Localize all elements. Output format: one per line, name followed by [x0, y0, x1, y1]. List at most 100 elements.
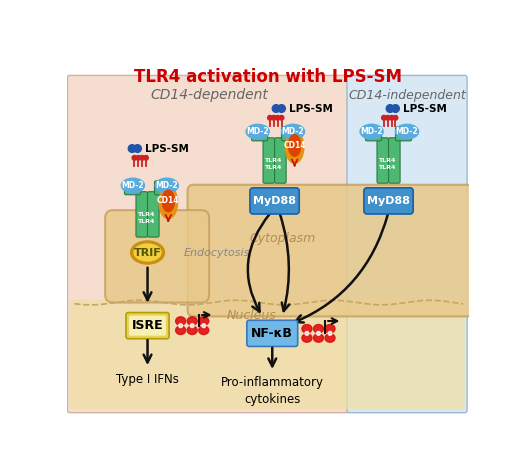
Circle shape	[268, 116, 272, 120]
Circle shape	[134, 145, 141, 153]
FancyBboxPatch shape	[124, 181, 141, 195]
Circle shape	[132, 155, 137, 160]
Ellipse shape	[395, 124, 418, 139]
Ellipse shape	[176, 326, 186, 335]
Circle shape	[179, 324, 183, 328]
FancyBboxPatch shape	[366, 127, 382, 141]
Text: TRIF: TRIF	[134, 248, 162, 257]
Circle shape	[328, 331, 332, 335]
Text: LPS-SM: LPS-SM	[289, 104, 333, 114]
Circle shape	[202, 324, 206, 328]
Circle shape	[140, 155, 144, 160]
Text: MyD88: MyD88	[253, 196, 296, 206]
Text: Pro-inflammatory
cytokines: Pro-inflammatory cytokines	[221, 376, 324, 407]
Ellipse shape	[286, 131, 304, 163]
FancyBboxPatch shape	[263, 138, 275, 183]
Ellipse shape	[313, 334, 324, 342]
Text: MyD88: MyD88	[367, 196, 410, 206]
FancyBboxPatch shape	[377, 138, 389, 183]
Text: MD-2: MD-2	[121, 181, 144, 190]
Text: LPS-SM: LPS-SM	[145, 144, 189, 154]
Circle shape	[389, 116, 394, 120]
Circle shape	[271, 116, 276, 120]
Text: MD-2: MD-2	[246, 127, 269, 136]
Ellipse shape	[134, 244, 161, 261]
Text: CD14-dependent: CD14-dependent	[150, 88, 268, 102]
Ellipse shape	[325, 334, 335, 342]
Circle shape	[316, 331, 321, 335]
Ellipse shape	[281, 124, 304, 139]
Text: Type I IFNs: Type I IFNs	[116, 373, 179, 387]
Text: TLR4: TLR4	[264, 165, 282, 170]
FancyBboxPatch shape	[247, 320, 298, 346]
Circle shape	[190, 324, 194, 328]
Ellipse shape	[289, 135, 301, 156]
Circle shape	[386, 105, 394, 112]
Text: TLR4: TLR4	[138, 219, 155, 224]
FancyBboxPatch shape	[389, 138, 400, 183]
Circle shape	[305, 331, 309, 335]
Ellipse shape	[121, 178, 144, 193]
Ellipse shape	[155, 178, 178, 193]
Circle shape	[278, 105, 286, 112]
Ellipse shape	[187, 326, 197, 335]
FancyBboxPatch shape	[70, 300, 465, 410]
Circle shape	[275, 116, 280, 120]
Text: NF-κB: NF-κB	[252, 327, 293, 340]
Text: TLR4: TLR4	[264, 158, 282, 162]
FancyBboxPatch shape	[188, 185, 473, 316]
Text: CD14: CD14	[157, 197, 179, 205]
Circle shape	[385, 116, 390, 120]
Text: CD14-independent: CD14-independent	[348, 88, 466, 102]
FancyBboxPatch shape	[129, 315, 166, 336]
Ellipse shape	[199, 326, 209, 335]
Text: CD14: CD14	[283, 141, 306, 150]
FancyBboxPatch shape	[250, 188, 299, 214]
Circle shape	[136, 155, 141, 160]
Ellipse shape	[176, 317, 186, 325]
Ellipse shape	[325, 324, 335, 333]
FancyBboxPatch shape	[395, 127, 412, 141]
FancyBboxPatch shape	[136, 192, 147, 237]
FancyBboxPatch shape	[281, 127, 298, 141]
Ellipse shape	[313, 324, 324, 333]
Text: ISRE: ISRE	[132, 319, 163, 332]
FancyBboxPatch shape	[364, 188, 413, 214]
Circle shape	[392, 105, 400, 112]
FancyBboxPatch shape	[252, 127, 268, 141]
Text: MD-2: MD-2	[396, 127, 418, 136]
Text: TLR4 activation with LPS-SM: TLR4 activation with LPS-SM	[134, 68, 402, 87]
Text: TLR4: TLR4	[138, 212, 155, 217]
Text: MD-2: MD-2	[155, 181, 178, 190]
Circle shape	[393, 116, 398, 120]
Text: TLR4: TLR4	[378, 158, 396, 162]
Text: Cytoplasm: Cytoplasm	[249, 232, 315, 245]
FancyBboxPatch shape	[105, 210, 209, 302]
Text: MD-2: MD-2	[282, 127, 304, 136]
Text: Endocytosis: Endocytosis	[184, 248, 250, 257]
Ellipse shape	[302, 324, 312, 333]
Ellipse shape	[246, 124, 269, 139]
Text: TLR4: TLR4	[378, 165, 396, 170]
Ellipse shape	[199, 317, 209, 325]
FancyBboxPatch shape	[154, 181, 170, 195]
Circle shape	[272, 105, 280, 112]
Text: Nucleus: Nucleus	[226, 309, 276, 322]
Circle shape	[382, 116, 386, 120]
Ellipse shape	[360, 124, 383, 139]
Circle shape	[279, 116, 284, 120]
Ellipse shape	[159, 186, 178, 219]
Circle shape	[128, 145, 136, 153]
Ellipse shape	[302, 334, 312, 342]
Ellipse shape	[187, 317, 197, 325]
FancyBboxPatch shape	[275, 138, 286, 183]
FancyBboxPatch shape	[126, 313, 169, 339]
FancyBboxPatch shape	[147, 192, 159, 237]
Text: MD-2: MD-2	[360, 127, 383, 136]
Text: LPS-SM: LPS-SM	[403, 104, 447, 114]
Circle shape	[144, 155, 149, 160]
Ellipse shape	[131, 241, 164, 264]
FancyBboxPatch shape	[347, 75, 467, 413]
FancyBboxPatch shape	[67, 75, 349, 413]
Ellipse shape	[162, 190, 175, 212]
